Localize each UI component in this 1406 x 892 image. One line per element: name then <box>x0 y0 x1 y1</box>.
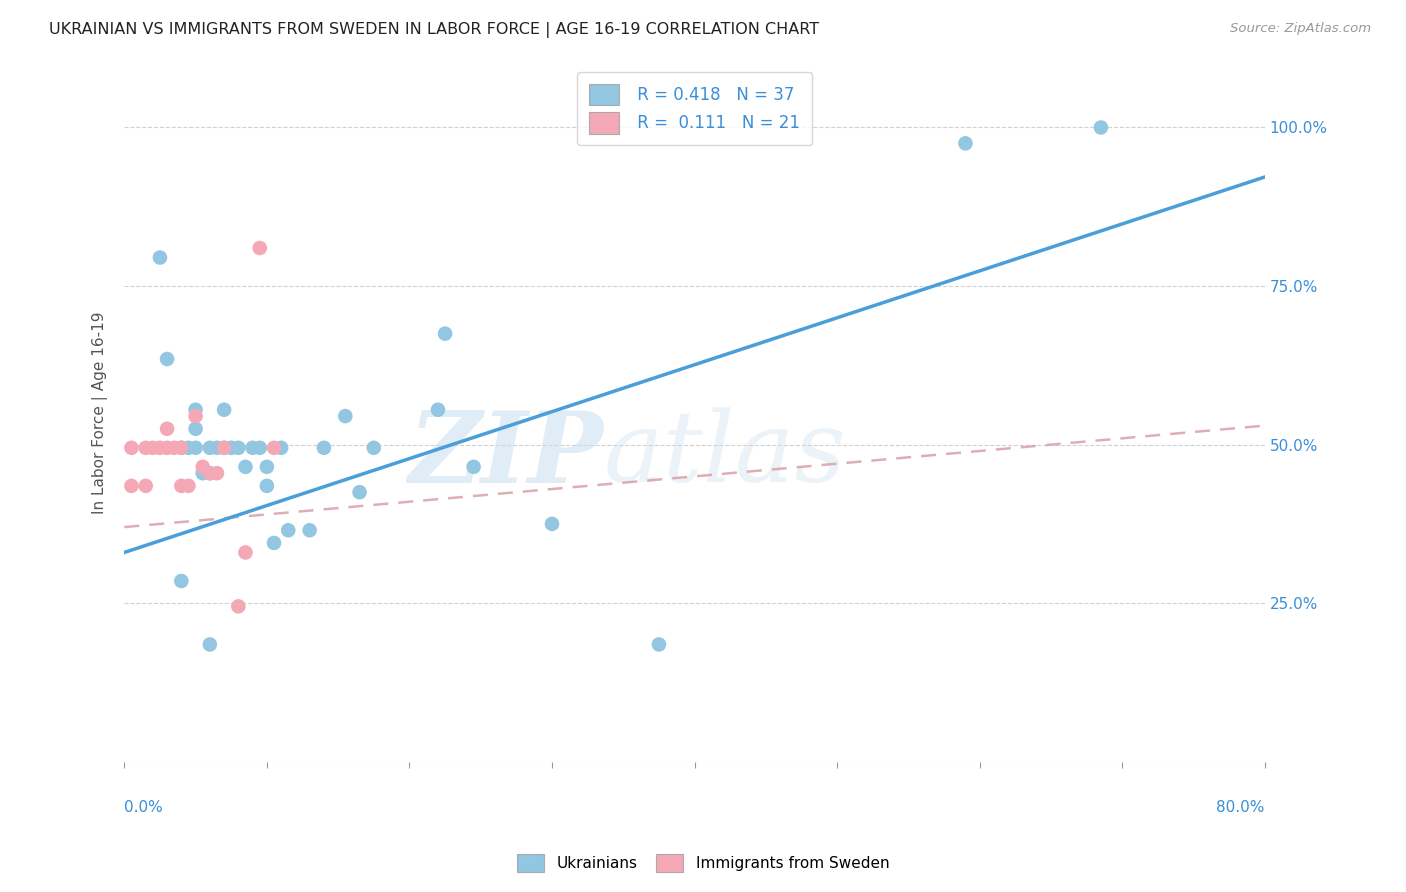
Point <box>212 441 235 455</box>
Text: ZIP: ZIP <box>408 407 603 503</box>
Point <box>198 441 221 455</box>
Point <box>177 441 200 455</box>
Point <box>198 466 221 480</box>
Point <box>135 441 157 455</box>
Point <box>434 326 457 341</box>
Point <box>184 402 207 417</box>
Point <box>156 441 179 455</box>
Point <box>955 136 977 151</box>
Y-axis label: In Labor Force | Age 16-19: In Labor Force | Age 16-19 <box>93 311 108 514</box>
Point <box>256 459 278 474</box>
Point <box>170 441 193 455</box>
Point <box>163 441 186 455</box>
Point <box>177 479 200 493</box>
Point <box>263 441 285 455</box>
Point <box>228 599 250 614</box>
Point <box>205 466 228 480</box>
Point <box>228 441 250 455</box>
Point <box>212 402 235 417</box>
Point <box>256 479 278 493</box>
Text: atlas: atlas <box>603 407 846 502</box>
Point <box>170 441 193 455</box>
Point <box>426 402 449 417</box>
Text: UKRAINIAN VS IMMIGRANTS FROM SWEDEN IN LABOR FORCE | AGE 16-19 CORRELATION CHART: UKRAINIAN VS IMMIGRANTS FROM SWEDEN IN L… <box>49 22 820 38</box>
Point <box>463 459 485 474</box>
Point <box>263 536 285 550</box>
Point <box>242 441 264 455</box>
Point <box>219 441 242 455</box>
Legend: Ukrainians, Immigrants from Sweden: Ukrainians, Immigrants from Sweden <box>509 846 897 880</box>
Point <box>349 485 371 500</box>
Point <box>1090 120 1112 135</box>
Point <box>270 441 292 455</box>
Point <box>184 441 207 455</box>
Point <box>205 441 228 455</box>
Point <box>648 637 671 651</box>
Legend:  R = 0.418   N = 37,  R =  0.111   N = 21: R = 0.418 N = 37, R = 0.111 N = 21 <box>578 72 811 145</box>
Point <box>149 441 172 455</box>
Point <box>249 441 271 455</box>
Point <box>184 422 207 436</box>
Point <box>298 523 321 537</box>
Point <box>363 441 385 455</box>
Point <box>156 351 179 366</box>
Point <box>249 241 271 255</box>
Point <box>170 479 193 493</box>
Point <box>235 545 257 559</box>
Point <box>198 466 221 480</box>
Point <box>142 441 165 455</box>
Point <box>149 251 172 265</box>
Point <box>198 637 221 651</box>
Point <box>120 441 142 455</box>
Point <box>135 479 157 493</box>
Point <box>170 574 193 588</box>
Point <box>191 459 214 474</box>
Point <box>184 409 207 423</box>
Point <box>191 466 214 480</box>
Text: Source: ZipAtlas.com: Source: ZipAtlas.com <box>1230 22 1371 36</box>
Point <box>120 479 142 493</box>
Point <box>541 516 564 531</box>
Text: 80.0%: 80.0% <box>1216 800 1265 815</box>
Text: 0.0%: 0.0% <box>124 800 163 815</box>
Point <box>277 523 299 537</box>
Point <box>156 422 179 436</box>
Point <box>235 459 257 474</box>
Point <box>335 409 357 423</box>
Point <box>312 441 335 455</box>
Point <box>212 441 235 455</box>
